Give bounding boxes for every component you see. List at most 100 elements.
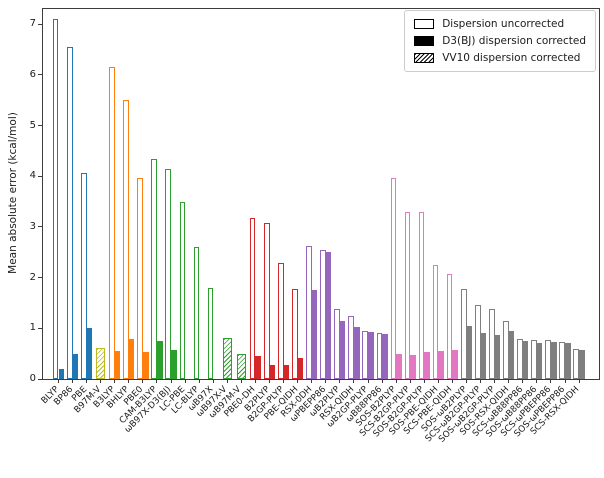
bar-uncorrected: [404, 211, 411, 379]
legend-entry-d3bj: D3(BJ) dispersion corrected: [414, 35, 586, 47]
bar-d3bj: [339, 320, 346, 379]
bar-uncorrected: [165, 168, 172, 379]
bar-uncorrected: [559, 341, 565, 379]
x-tick-mark: [114, 379, 116, 383]
y-tick-mark: [38, 327, 42, 329]
x-tick-mark: [480, 379, 482, 383]
bar-uncorrected: [292, 288, 298, 379]
bar-uncorrected: [460, 288, 467, 379]
x-tick-mark: [578, 379, 580, 383]
bar-d3bj: [494, 335, 501, 379]
x-tick-mark: [311, 379, 313, 383]
bar-d3bj: [325, 252, 332, 379]
bar-uncorrected: [179, 201, 186, 379]
bar-d3bj: [536, 342, 543, 379]
bar-d3bj: [171, 350, 177, 379]
bar-d3bj: [255, 356, 262, 379]
bar-d3bj: [311, 290, 318, 379]
x-tick-mark: [198, 379, 200, 383]
bar-uncorrected: [66, 47, 73, 379]
y-tick-mark: [38, 74, 42, 76]
legend-entry-uncorrected: Dispersion uncorrected: [414, 18, 586, 30]
x-tick-mark: [536, 379, 538, 383]
bar-uncorrected: [475, 304, 481, 379]
x-tick-mark: [226, 379, 228, 383]
y-tick-mark: [38, 277, 42, 279]
y-tick-label: 3: [29, 220, 36, 232]
bar-uncorrected: [531, 339, 537, 379]
bar-uncorrected: [263, 222, 270, 379]
bar-d3bj: [58, 368, 65, 379]
bar-d3bj: [508, 330, 515, 379]
bar-d3bj: [86, 328, 93, 379]
bar-d3bj: [368, 331, 374, 379]
y-axis-label: Mean absolute error (kcal/mol): [7, 112, 19, 274]
bar-d3bj: [283, 365, 290, 379]
x-tick-mark: [128, 379, 130, 383]
y-tick-mark: [38, 378, 42, 380]
y-tick-label: 6: [29, 68, 36, 80]
x-tick-mark: [142, 379, 144, 383]
bar-uncorrected: [207, 287, 214, 379]
bar-vv10: [236, 353, 246, 379]
y-tick-label: 5: [29, 119, 36, 131]
bar-d3bj: [297, 357, 304, 379]
bar-d3bj: [522, 341, 529, 379]
bar-uncorrected: [432, 264, 439, 379]
bar-d3bj: [410, 354, 416, 379]
bar-d3bj: [269, 364, 276, 379]
bar-uncorrected: [249, 217, 256, 379]
plot-area: 0 1 2 3 4 5 6 7 BLYP BP86 PBE B97M-V B3LYP BHLYP PBE0 C…: [30, 8, 600, 445]
legend-swatch-hatched-icon: [414, 53, 435, 63]
bar-vv10: [222, 338, 232, 379]
y-tick-label: 4: [29, 170, 36, 182]
x-tick-mark: [466, 379, 468, 383]
x-tick-mark: [353, 379, 355, 383]
x-tick-mark: [494, 379, 496, 383]
bar-uncorrected: [390, 177, 397, 379]
y-tick-mark: [38, 125, 42, 127]
y-tick-mark: [38, 226, 42, 228]
x-tick-mark: [451, 379, 453, 383]
bar-d3bj: [128, 339, 135, 379]
y-tick-label: 0: [29, 373, 36, 384]
bar-d3bj: [142, 352, 149, 379]
bar-d3bj: [438, 351, 444, 379]
legend-label-uncorrected: Dispersion uncorrected: [442, 18, 565, 30]
bar-uncorrected: [193, 247, 200, 379]
bar-vv10: [96, 347, 106, 379]
x-tick-mark: [325, 379, 327, 383]
bar-uncorrected: [123, 100, 129, 379]
x-tick-mark: [381, 379, 383, 383]
bar-d3bj: [480, 333, 487, 379]
bar-uncorrected: [573, 348, 580, 379]
x-tick-mark: [339, 379, 341, 383]
x-tick-mark: [58, 379, 59, 383]
bar-uncorrected: [320, 249, 326, 379]
bar-d3bj: [579, 349, 585, 379]
bar-d3bj: [565, 342, 571, 379]
bar-uncorrected: [376, 333, 383, 379]
y-tick-mark: [38, 23, 42, 25]
bar-uncorrected: [278, 263, 284, 379]
bar-uncorrected: [545, 340, 551, 379]
x-tick-mark: [269, 379, 271, 383]
x-tick-mark: [297, 379, 299, 383]
y-tick-label: 2: [29, 271, 36, 283]
legend-swatch-solid-icon: [414, 36, 435, 46]
bar-uncorrected: [446, 273, 453, 379]
bar-uncorrected: [109, 67, 115, 379]
x-tick-mark: [367, 379, 369, 383]
x-tick-mark: [254, 379, 256, 383]
x-tick-mark: [212, 379, 214, 383]
x-tick-mark: [437, 379, 439, 383]
bar-d3bj: [452, 350, 459, 379]
legend-label-d3bj: D3(BJ) dispersion corrected: [442, 35, 586, 47]
bar-d3bj: [114, 351, 121, 379]
x-tick-mark: [508, 379, 510, 383]
bar-uncorrected: [362, 330, 369, 379]
y-tick-label: 1: [29, 322, 36, 334]
bar-uncorrected: [489, 309, 495, 379]
x-tick-mark: [184, 379, 186, 383]
x-tick-mark: [283, 379, 285, 383]
